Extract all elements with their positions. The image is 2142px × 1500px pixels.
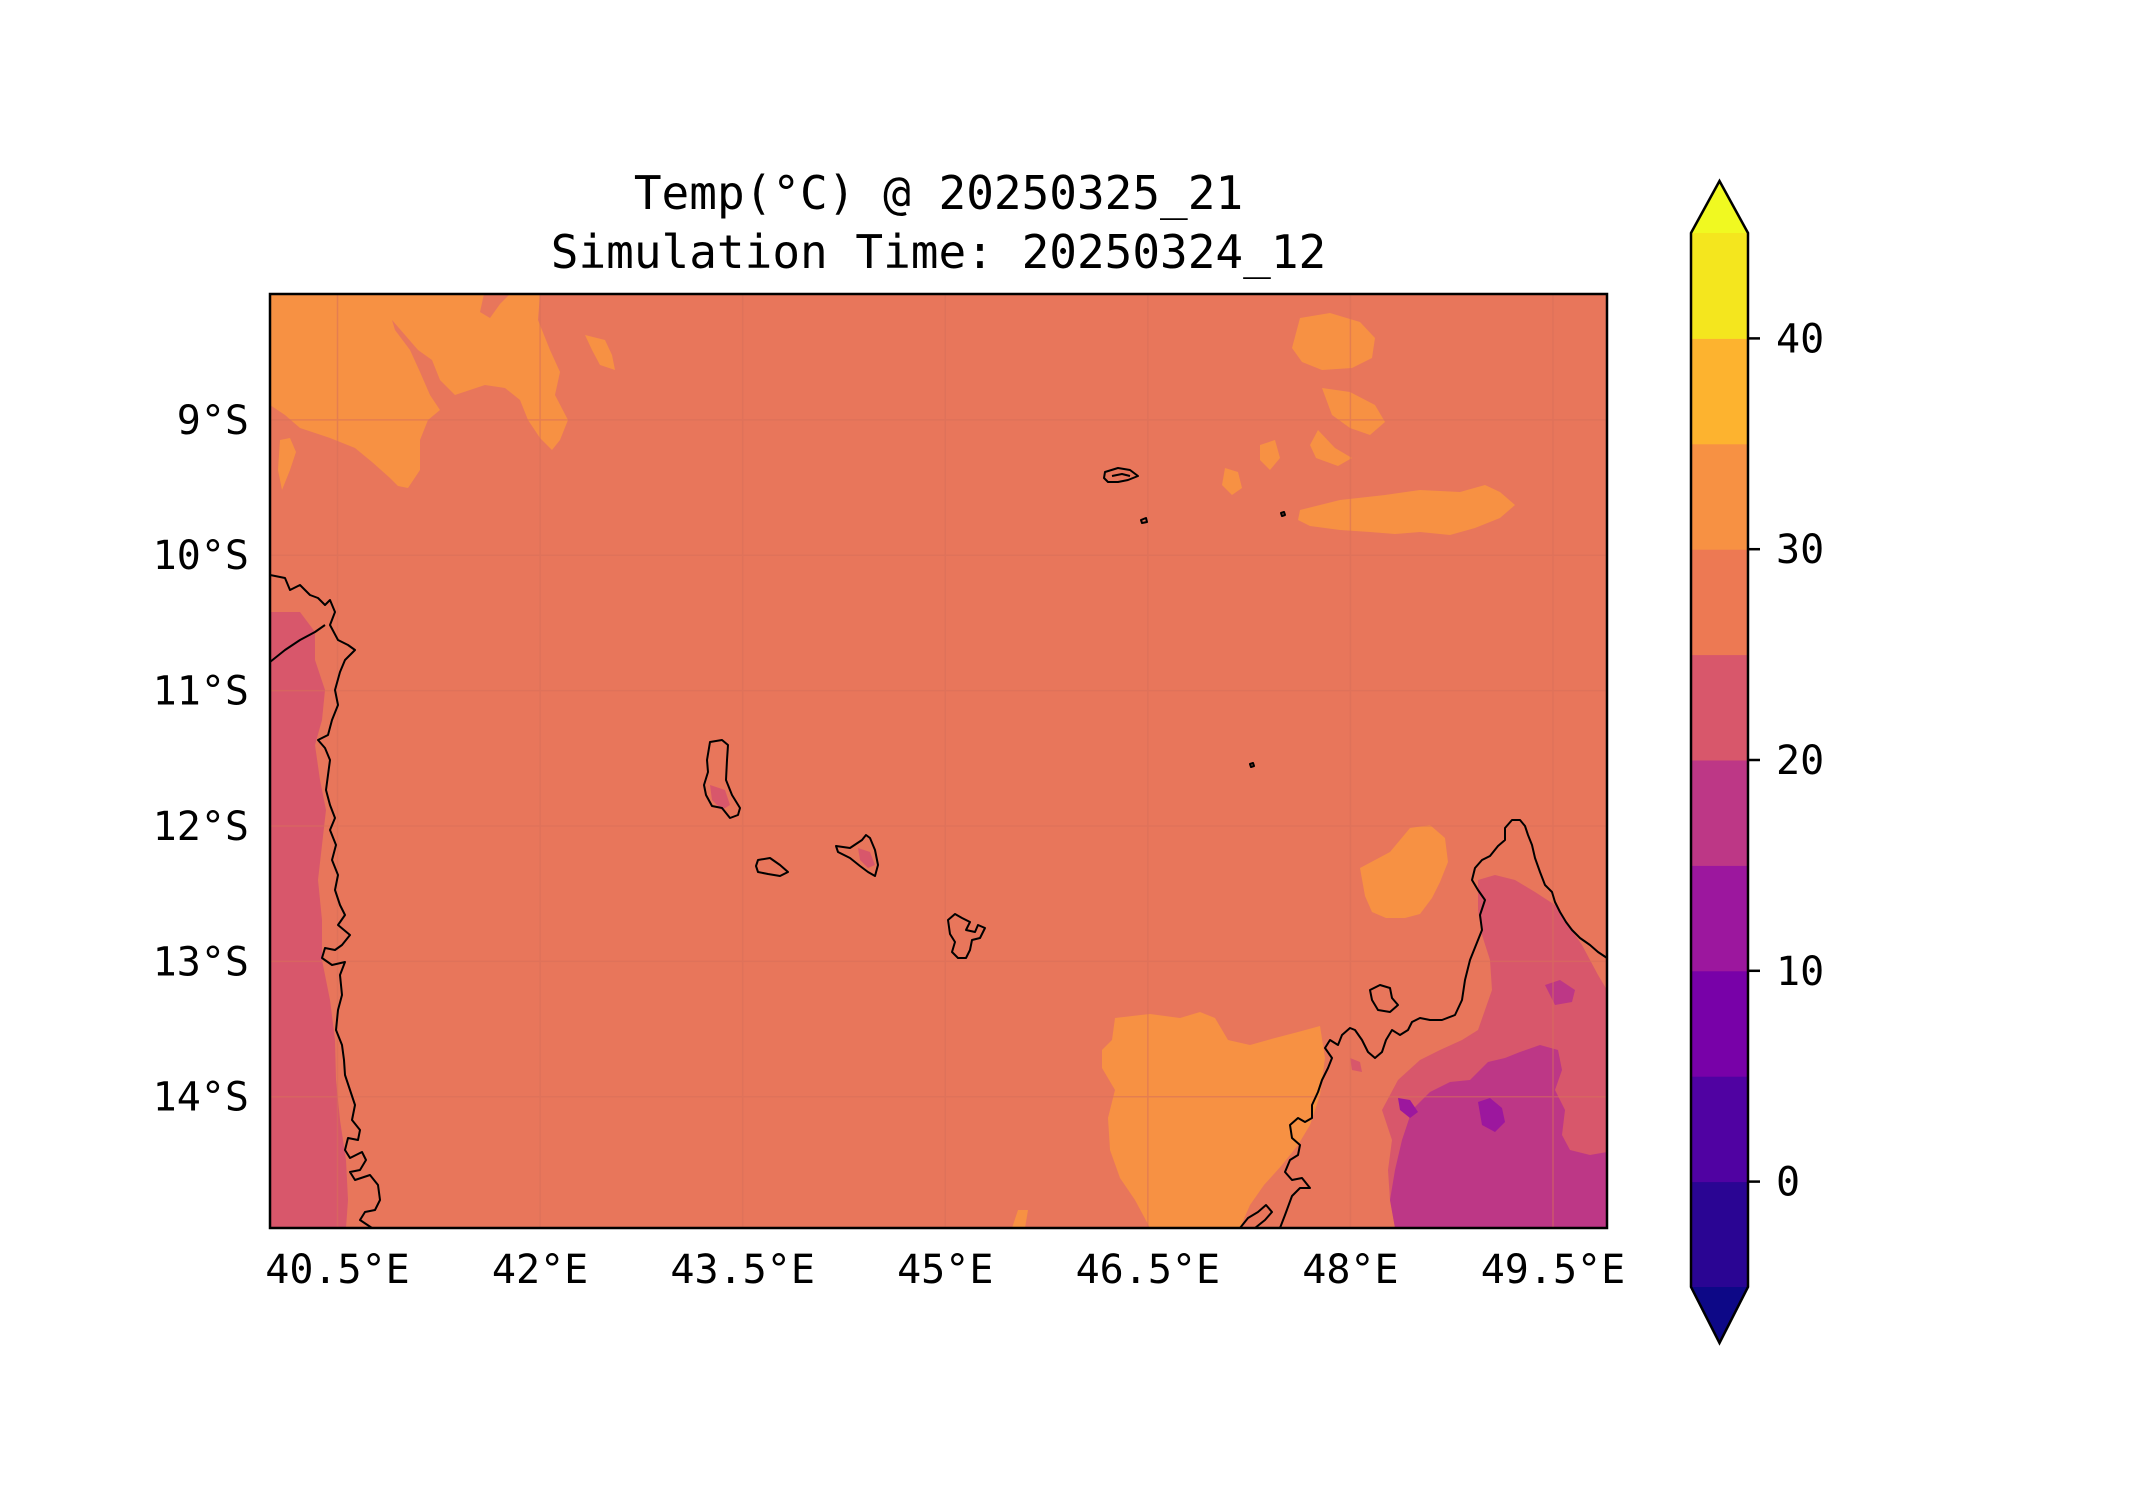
coastline-africa	[270, 574, 381, 1228]
longitude-tick-labels: 40.5°E 42°E 43.5°E 45°E 46.5°E 48°E 49.5°E	[265, 1247, 1625, 1293]
warm-region-northwest	[270, 294, 568, 488]
warm-region-north-east-d	[1298, 485, 1515, 535]
coastline-grande-comore	[703, 739, 741, 819]
colorbar-level-swatch	[1691, 338, 1748, 445]
coastline-nosy-be	[1369, 984, 1399, 1013]
temperature-field-base	[270, 294, 1607, 1228]
warm-regions	[270, 294, 1515, 1228]
coastline-aldabra	[1103, 467, 1139, 483]
colorbar-level-swatch	[1691, 865, 1748, 972]
coastline-islet-a	[1140, 517, 1148, 524]
colorbar-level-swatch	[1691, 1181, 1748, 1288]
latitude-tick-label: 9°S	[177, 398, 249, 444]
latitude-tick-label: 11°S	[153, 669, 249, 715]
map-frame	[268, 292, 1609, 1230]
coastline-anjouan	[835, 834, 879, 877]
colorbar-tick-label: 10	[1776, 949, 1824, 995]
coldest-regions	[1398, 1098, 1505, 1132]
map-gridlines	[270, 294, 1607, 1228]
coastline-mayotte	[947, 913, 986, 959]
warm-region-north-east-f	[1222, 468, 1242, 495]
coastline-islet-b	[1280, 511, 1286, 517]
longitude-tick-label: 49.5°E	[1481, 1247, 1626, 1293]
coastline-africa-inlet	[270, 624, 326, 663]
colorbar-level-swatch	[1691, 970, 1748, 1077]
latitude-tick-label: 14°S	[153, 1075, 249, 1121]
coastline-madagascar-bay	[1239, 1204, 1273, 1228]
latitude-tick-label: 10°S	[153, 533, 249, 579]
colorbar-over-arrow	[1691, 181, 1748, 233]
colorbar-under-arrow	[1691, 1287, 1748, 1343]
coastline-islet-c	[1249, 762, 1255, 768]
colorbar: 0 10 20 30 40	[1689, 178, 1824, 1346]
colorbar-level-swatch	[1691, 760, 1748, 866]
colorbar-outline	[1689, 178, 1750, 1346]
coldest-region-a	[1478, 1098, 1505, 1132]
map-panel	[270, 294, 1607, 1228]
longitude-tick-label: 45°E	[897, 1247, 993, 1293]
warm-region-north-east-e	[1260, 440, 1280, 470]
coastline-madagascar	[1279, 819, 1607, 1228]
longitude-tick-label: 40.5°E	[265, 1247, 410, 1293]
latitude-tick-label: 12°S	[153, 804, 249, 850]
longitude-tick-label: 48°E	[1302, 1247, 1398, 1293]
coastline-moheli	[755, 857, 789, 877]
map-title: Temp(°C) @ 20250325_21	[633, 166, 1244, 220]
colorbar-tick-label: 20	[1776, 738, 1824, 784]
colorbar-level-swatch	[1691, 549, 1748, 656]
warm-region-south-center	[1102, 1012, 1325, 1228]
map-subtitle: Simulation Time: 20250324_12	[550, 225, 1327, 279]
warm-region-north-east-a	[1292, 313, 1375, 370]
coastlines	[270, 467, 1607, 1228]
colorbar-tick-label: 40	[1776, 316, 1824, 362]
warm-region-south-speck	[1012, 1210, 1028, 1228]
colorbar-level-swatch	[1691, 1076, 1748, 1183]
colorbar-level-swatch	[1691, 233, 1748, 339]
cool-region-west-coast	[270, 612, 348, 1228]
colorbar-tick-label: 30	[1776, 527, 1824, 573]
coastline-aldabra-inner	[1111, 473, 1131, 477]
latitude-tick-labels: 9°S 10°S 11°S 12°S 13°S 14°S	[153, 398, 249, 1121]
cool-region-comoros-a	[710, 785, 730, 810]
longitude-tick-label: 43.5°E	[670, 1247, 815, 1293]
colorbar-level-swatch	[1691, 654, 1748, 761]
warm-region-east-patch	[1360, 825, 1448, 918]
warm-region-north-east-b	[1322, 388, 1385, 435]
colorbar-tick-label: 0	[1776, 1160, 1800, 1206]
latitude-tick-label: 13°S	[153, 939, 249, 985]
coldest-region-b	[1398, 1098, 1418, 1118]
cool-region-east-speck	[1350, 1058, 1362, 1072]
cool-region-comoros-b	[858, 848, 875, 868]
colorbar-level-swatch	[1691, 443, 1748, 550]
warm-region-north-patch	[585, 335, 615, 370]
longitude-tick-label: 42°E	[492, 1247, 588, 1293]
longitude-tick-label: 46.5°E	[1076, 1247, 1221, 1293]
warm-region-north-east-c	[1310, 430, 1352, 466]
warm-region-coast-strip	[278, 438, 296, 490]
